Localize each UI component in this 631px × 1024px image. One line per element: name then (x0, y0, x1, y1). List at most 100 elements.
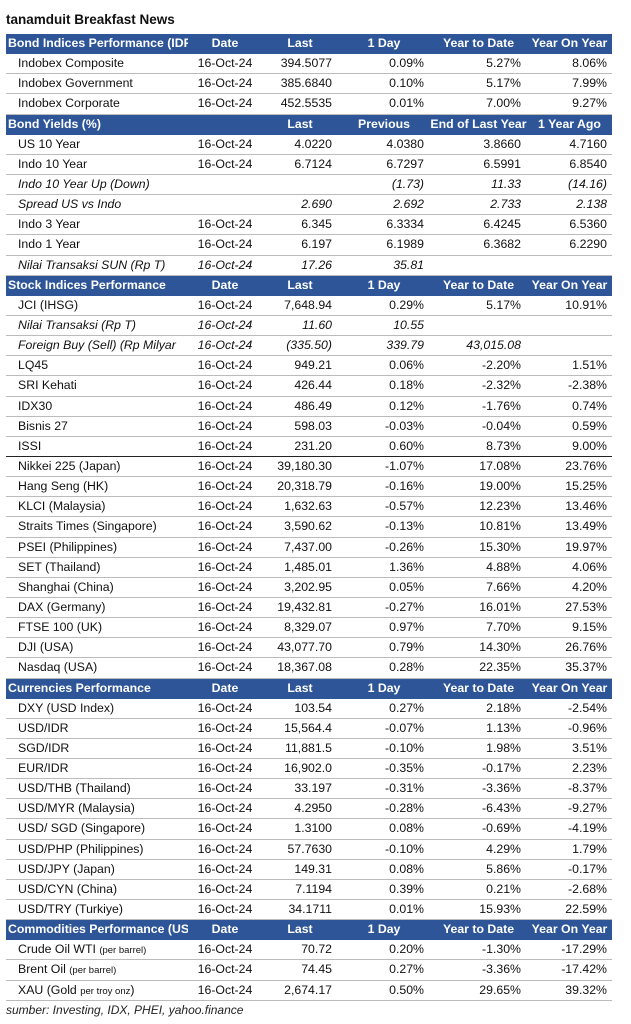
cell-value: 10.81% (479, 519, 521, 534)
row-label: USD/ SGD (Singapore) (18, 821, 146, 836)
cell-value: 10.91% (565, 297, 607, 312)
row-label: Nikkei 225 (Japan) (18, 458, 121, 473)
cell-value: 16-Oct-24 (197, 398, 253, 413)
row-label: USD/THB (Thailand) (18, 781, 131, 796)
cell-value: 16-Oct-24 (197, 358, 253, 373)
cell-value: 11,881.5 (285, 740, 332, 755)
table-row: USD/TRY (Turkiye) 16-Oct-24 34.1711 0.01% 15… (6, 900, 612, 921)
cell-value: 452.5535 (280, 96, 332, 111)
cell-value: 7,648.94 (284, 297, 332, 312)
cell-value: 26.76% (565, 640, 607, 655)
cell-value: 7.1194 (295, 881, 332, 896)
table-row: JCI (IHSG) 16-Oct-24 7,648.94 0.29% 5.17% 10.… (6, 296, 612, 316)
table-row: DAX (Germany) 16-Oct-24 19,432.81 -0.27% 16.… (6, 598, 612, 619)
cell-value: 0.20% (389, 942, 424, 957)
cell-value: 16-Oct-24 (197, 237, 253, 252)
cell-value: 0.08% (389, 861, 424, 876)
cell-value: 70.72 (301, 942, 332, 957)
cell-value: 1.79% (572, 841, 607, 856)
cell-value: 17.08% (479, 458, 521, 473)
row-label: US 10 Year (18, 136, 81, 151)
cell-value: 16-Oct-24 (197, 217, 253, 232)
cell-value: 6.4245 (483, 217, 521, 232)
cell-value: 13.46% (565, 499, 607, 514)
row-label: Indobex Government (18, 76, 133, 91)
cell-value: 43,015.08 (466, 338, 521, 353)
cell-value: 2.138 (576, 197, 607, 212)
table-row: Hang Seng (HK) 16-Oct-24 20,318.79 -0.16% 19… (6, 477, 612, 498)
cell-value: 7.70% (486, 620, 521, 635)
cell-value: 4.7160 (569, 136, 607, 151)
cell-value: 8,329.07 (284, 620, 332, 635)
header-cell: Year On Year (531, 922, 608, 937)
cell-value: 9.27% (572, 96, 607, 111)
cell-value: -0.10% (385, 841, 424, 856)
row-label: USD/CYN (China) (18, 881, 118, 896)
cell-value: -2.32% (482, 378, 521, 393)
cell-value: 6.7297 (386, 156, 424, 171)
cell-value: 3.51% (572, 740, 607, 755)
table-row: SRI Kehati 16-Oct-24 426.44 0.18% -2.32% -2.3… (6, 376, 612, 397)
cell-value: 4.06% (572, 559, 607, 574)
cell-value: 1.98% (486, 740, 521, 755)
market-table: Bond Indices Performance (IDR) Date Last 1 … (6, 34, 612, 1001)
table-row: Indobex Corporate 16-Oct-24 452.5535 0.01% 7… (6, 94, 612, 115)
table-row: USD/MYR (Malaysia) 16-Oct-24 4.2950 -0.28% -… (6, 799, 612, 820)
cell-value: 14.30% (479, 640, 521, 655)
cell-value: 15.25% (565, 479, 607, 494)
cell-value: 16-Oct-24 (197, 438, 253, 453)
row-label: Foreign Buy (Sell) (Rp Milyar (18, 338, 176, 353)
header-cell: Date (211, 922, 239, 937)
cell-value: 16-Oct-24 (197, 620, 253, 635)
label-text: Brent Oil (18, 962, 66, 977)
cell-value: 16-Oct-24 (197, 982, 253, 997)
header-cell: 1 Day (367, 36, 401, 50)
table-row: Nilai Transaksi SUN (Rp T) 16-Oct-24 17.26… (6, 256, 612, 276)
table-row: Nilai Transaksi (Rp T) 16-Oct-24 11.60 10.5… (6, 316, 612, 337)
label-text: Crude Oil WTI (18, 942, 96, 957)
cell-value: 16-Oct-24 (197, 96, 253, 111)
row-label: USD/TRY (Turkiye) (18, 902, 123, 917)
cell-value: 16-Oct-24 (197, 499, 253, 514)
label-note: (per barrel) (69, 965, 117, 977)
cell-value: 16-Oct-24 (197, 378, 253, 393)
cell-value: 6.345 (301, 217, 332, 232)
cell-value: -1.07% (385, 458, 424, 473)
row-label: Indo 10 Year Up (Down) (18, 176, 150, 191)
cell-value: 4.2950 (294, 801, 332, 816)
cell-value: 15.93% (479, 902, 521, 917)
cell-value: 16-Oct-24 (197, 257, 253, 272)
cell-value: -0.69% (482, 821, 521, 836)
cell-value: 20,318.79 (277, 479, 332, 494)
cell-value: 16-Oct-24 (197, 761, 253, 776)
cell-value: (335.50) (286, 338, 332, 353)
header-cell: Last (287, 36, 313, 50)
table-row: Nasdaq (USA) 16-Oct-24 18,367.08 0.28% 22.35… (6, 658, 612, 679)
cell-value: 0.39% (389, 881, 424, 896)
row-label: IDX30 (18, 398, 53, 413)
row-label: Straits Times (Singapore) (18, 519, 157, 534)
cell-value: 0.01% (389, 96, 424, 111)
cell-value: 16-Oct-24 (197, 660, 253, 675)
cell-value: 0.27% (389, 700, 424, 715)
row-label: Indo 1 Year (18, 237, 81, 252)
cell-value: -9.27% (568, 801, 607, 816)
cell-value: 16-Oct-24 (197, 56, 253, 71)
table-row: USD/CYN (China) 16-Oct-24 7.1194 0.39% 0.21%… (6, 880, 612, 901)
header-cell: Bond Indices Performance (IDR) (8, 36, 188, 50)
row-label: Hang Seng (HK) (18, 479, 109, 494)
cell-value: 16-Oct-24 (197, 317, 253, 332)
section-header: Bond Indices Performance (IDR) Date Last 1 … (6, 34, 612, 55)
cell-value: 8.73% (486, 438, 521, 453)
row-label: USD/JPY (Japan) (18, 861, 115, 876)
cell-value: 19,432.81 (277, 599, 332, 614)
footnote: sumber: Investing, IDX, PHEI, yahoo.fina… (6, 1003, 244, 1017)
cell-value: 7.66% (486, 579, 521, 594)
header-cell: 1 Day (367, 277, 401, 292)
cell-value: 3.8660 (483, 136, 521, 151)
section-header: Bond Yields (%) Last Previous End of Last Y… (6, 114, 612, 135)
cell-value: 0.09% (389, 56, 424, 71)
table-row: Indo 10 Year Up (Down) (1.73) 11.33 (14.16) (6, 175, 612, 196)
section-header: Currencies Performance Date Last 1 Day Year … (6, 678, 612, 699)
